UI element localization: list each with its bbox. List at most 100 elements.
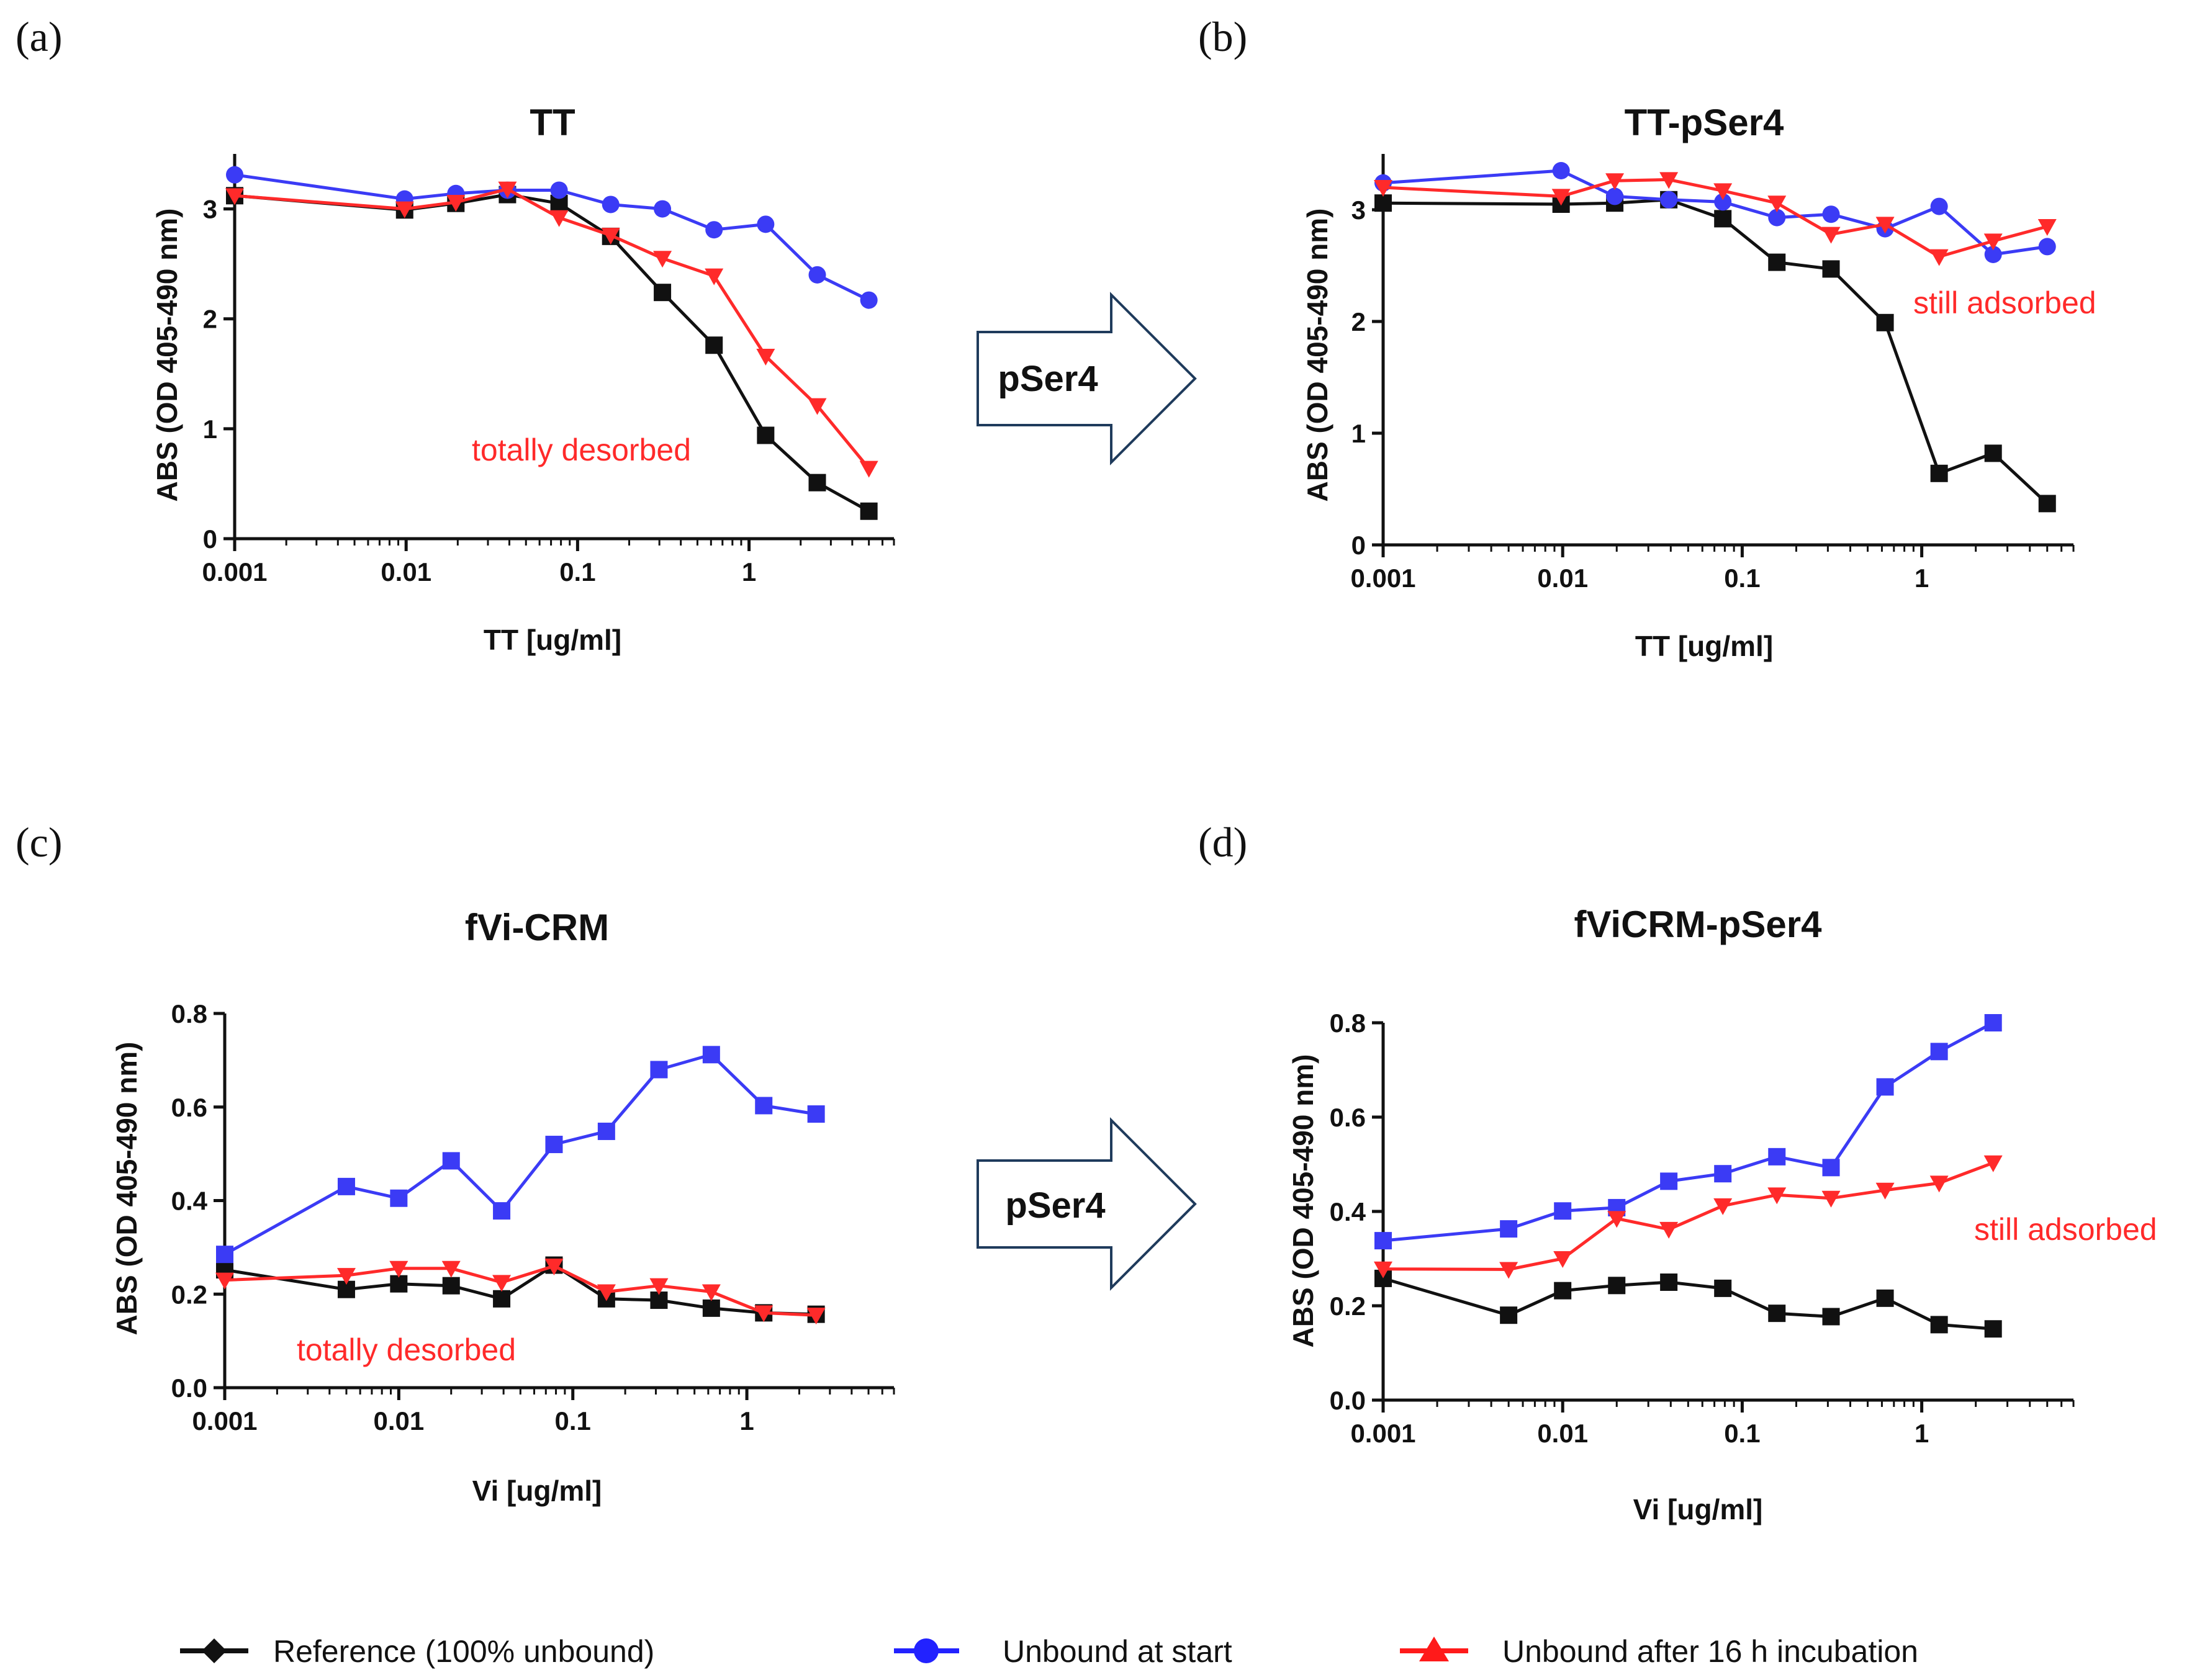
y-tick-label-a: 2 [203, 305, 217, 334]
data-point-d-1 [1930, 1043, 1948, 1061]
data-point-a-0 [654, 284, 672, 302]
data-point-b-0 [1876, 313, 1894, 331]
data-point-d-1 [1714, 1165, 1732, 1183]
y-tick-label-c: 0.0 [171, 1373, 207, 1403]
annotation-a: totally desorbed [472, 433, 691, 467]
data-point-d-0 [1930, 1316, 1948, 1334]
data-point-d-1 [1768, 1148, 1786, 1166]
data-point-b-1 [1660, 191, 1678, 209]
data-point-a-2 [549, 210, 569, 227]
arrow-bottom: pSer4 [977, 1117, 1197, 1291]
y-tick-label-b: 3 [1351, 195, 1366, 225]
legend-label-unbound-16h: Unbound after 16 h incubation [1502, 1634, 1918, 1669]
data-point-a-0 [757, 426, 775, 444]
data-point-b-2 [1929, 249, 1949, 266]
data-point-a-2 [808, 398, 827, 415]
data-point-b-1 [1822, 205, 1840, 223]
plot-area-a: 0 1 2 3 0.001 0.01 0.1 1 [202, 154, 895, 586]
data-point-a-0 [705, 336, 723, 354]
data-point-c-1 [807, 1105, 825, 1123]
data-point-a-1 [654, 200, 672, 218]
data-point-b-1 [2038, 238, 2056, 256]
data-point-d-0 [1714, 1279, 1732, 1297]
chart-title-d: fViCRM-pSer4 [1574, 904, 1823, 945]
panel-label-c: (c) [16, 819, 62, 866]
data-point-b-2 [1551, 189, 1571, 206]
y-axis-title-b: ABS (OD 405-490 nm) [1301, 209, 1333, 502]
data-point-c-2 [441, 1260, 461, 1278]
data-point-c-1 [597, 1122, 615, 1140]
data-point-a-1 [705, 221, 723, 239]
data-point-c-2 [649, 1278, 669, 1295]
data-point-c-1 [755, 1097, 773, 1115]
x-axis-title-b: TT [ug/ml] [1635, 630, 1773, 662]
data-point-c-2 [597, 1284, 616, 1301]
data-point-a-1 [226, 166, 243, 184]
data-point-b-0 [1822, 260, 1840, 278]
circle-marker-icon [914, 1638, 939, 1663]
data-point-d-2 [1659, 1221, 1679, 1239]
series-line-d-0 [1383, 1277, 1993, 1331]
data-point-c-1 [545, 1136, 563, 1154]
x-axis-title-d: Vi [ug/ml] [1633, 1493, 1763, 1525]
data-point-d-1 [1500, 1220, 1518, 1238]
data-point-b-0 [1930, 464, 1948, 482]
x-tick-label-c: 0.01 [373, 1406, 424, 1435]
data-point-a-2 [653, 251, 672, 268]
data-point-a-1 [602, 195, 620, 213]
y-tick-label-c: 0.2 [171, 1280, 207, 1309]
x-tick-label-a: 0.001 [202, 557, 267, 586]
diamond-marker-icon [202, 1638, 227, 1663]
y-tick-label-a: 0 [203, 524, 217, 554]
chart-title-c: fVi-CRM [465, 907, 609, 948]
data-point-a-2 [395, 201, 414, 218]
data-point-c-2 [806, 1308, 826, 1325]
data-point-b-1 [1984, 246, 2002, 263]
data-point-d-0 [1984, 1320, 2002, 1338]
data-point-d-1 [1822, 1159, 1840, 1177]
data-point-d-2 [1767, 1187, 1787, 1205]
data-point-b-2 [1713, 183, 1733, 200]
data-point-b-1 [1552, 162, 1570, 179]
panel-label-a: (a) [16, 13, 62, 60]
data-point-a-2 [756, 348, 775, 366]
data-point-c-1 [216, 1246, 233, 1264]
panel-label-b: (b) [1198, 13, 1247, 60]
y-tick-label-b: 0 [1351, 531, 1366, 560]
data-point-a-2 [446, 194, 466, 212]
data-point-d-2 [1553, 1251, 1572, 1268]
data-point-c-2 [336, 1268, 356, 1285]
y-tick-label-d: 0.2 [1330, 1291, 1366, 1321]
series-line-c-2 [224, 1264, 816, 1317]
data-point-c-1 [337, 1177, 355, 1195]
data-point-d-1 [1984, 1014, 2002, 1031]
legend-label-unbound-start: Unbound at start [1003, 1634, 1232, 1669]
data-point-c-1 [493, 1202, 511, 1220]
data-point-b-1 [1606, 187, 1624, 205]
data-point-a-1 [550, 181, 568, 199]
panel-label-d: (d) [1198, 819, 1247, 866]
y-tick-label-a: 3 [203, 195, 217, 224]
data-point-c-0 [493, 1290, 511, 1308]
data-point-b-2 [2037, 219, 2057, 236]
legend-item-reference: Reference (100% unbound) [180, 1634, 654, 1669]
data-point-b-2 [1659, 172, 1679, 189]
data-point-b-1 [1768, 209, 1786, 227]
y-axis-title-a: ABS (OD 405-490 nm) [151, 209, 183, 502]
x-tick-label-b: 0.001 [1350, 564, 1415, 593]
annotation-c: totally desorbed [297, 1332, 516, 1367]
data-point-a-2 [601, 228, 620, 245]
x-tick-label-a: 0.01 [381, 557, 431, 586]
panel-c: (c) fVi-CRM 0.0 0.2 0.4 0.6 0.8 0.001 0.01 0.1 1… [16, 819, 895, 1507]
triangle-marker-icon [1419, 1637, 1449, 1661]
data-point-d-2 [1374, 1261, 1392, 1278]
x-tick-label-a: 1 [742, 557, 756, 586]
data-point-c-0 [390, 1275, 408, 1293]
y-tick-label-d: 0.4 [1330, 1197, 1366, 1226]
data-point-d-1 [1554, 1202, 1572, 1220]
x-tick-label-d: 1 [1915, 1419, 1929, 1448]
data-point-a-1 [860, 291, 878, 309]
y-axis-title-d: ABS (OD 405-490 nm) [1287, 1054, 1319, 1348]
data-point-c-2 [492, 1275, 512, 1292]
